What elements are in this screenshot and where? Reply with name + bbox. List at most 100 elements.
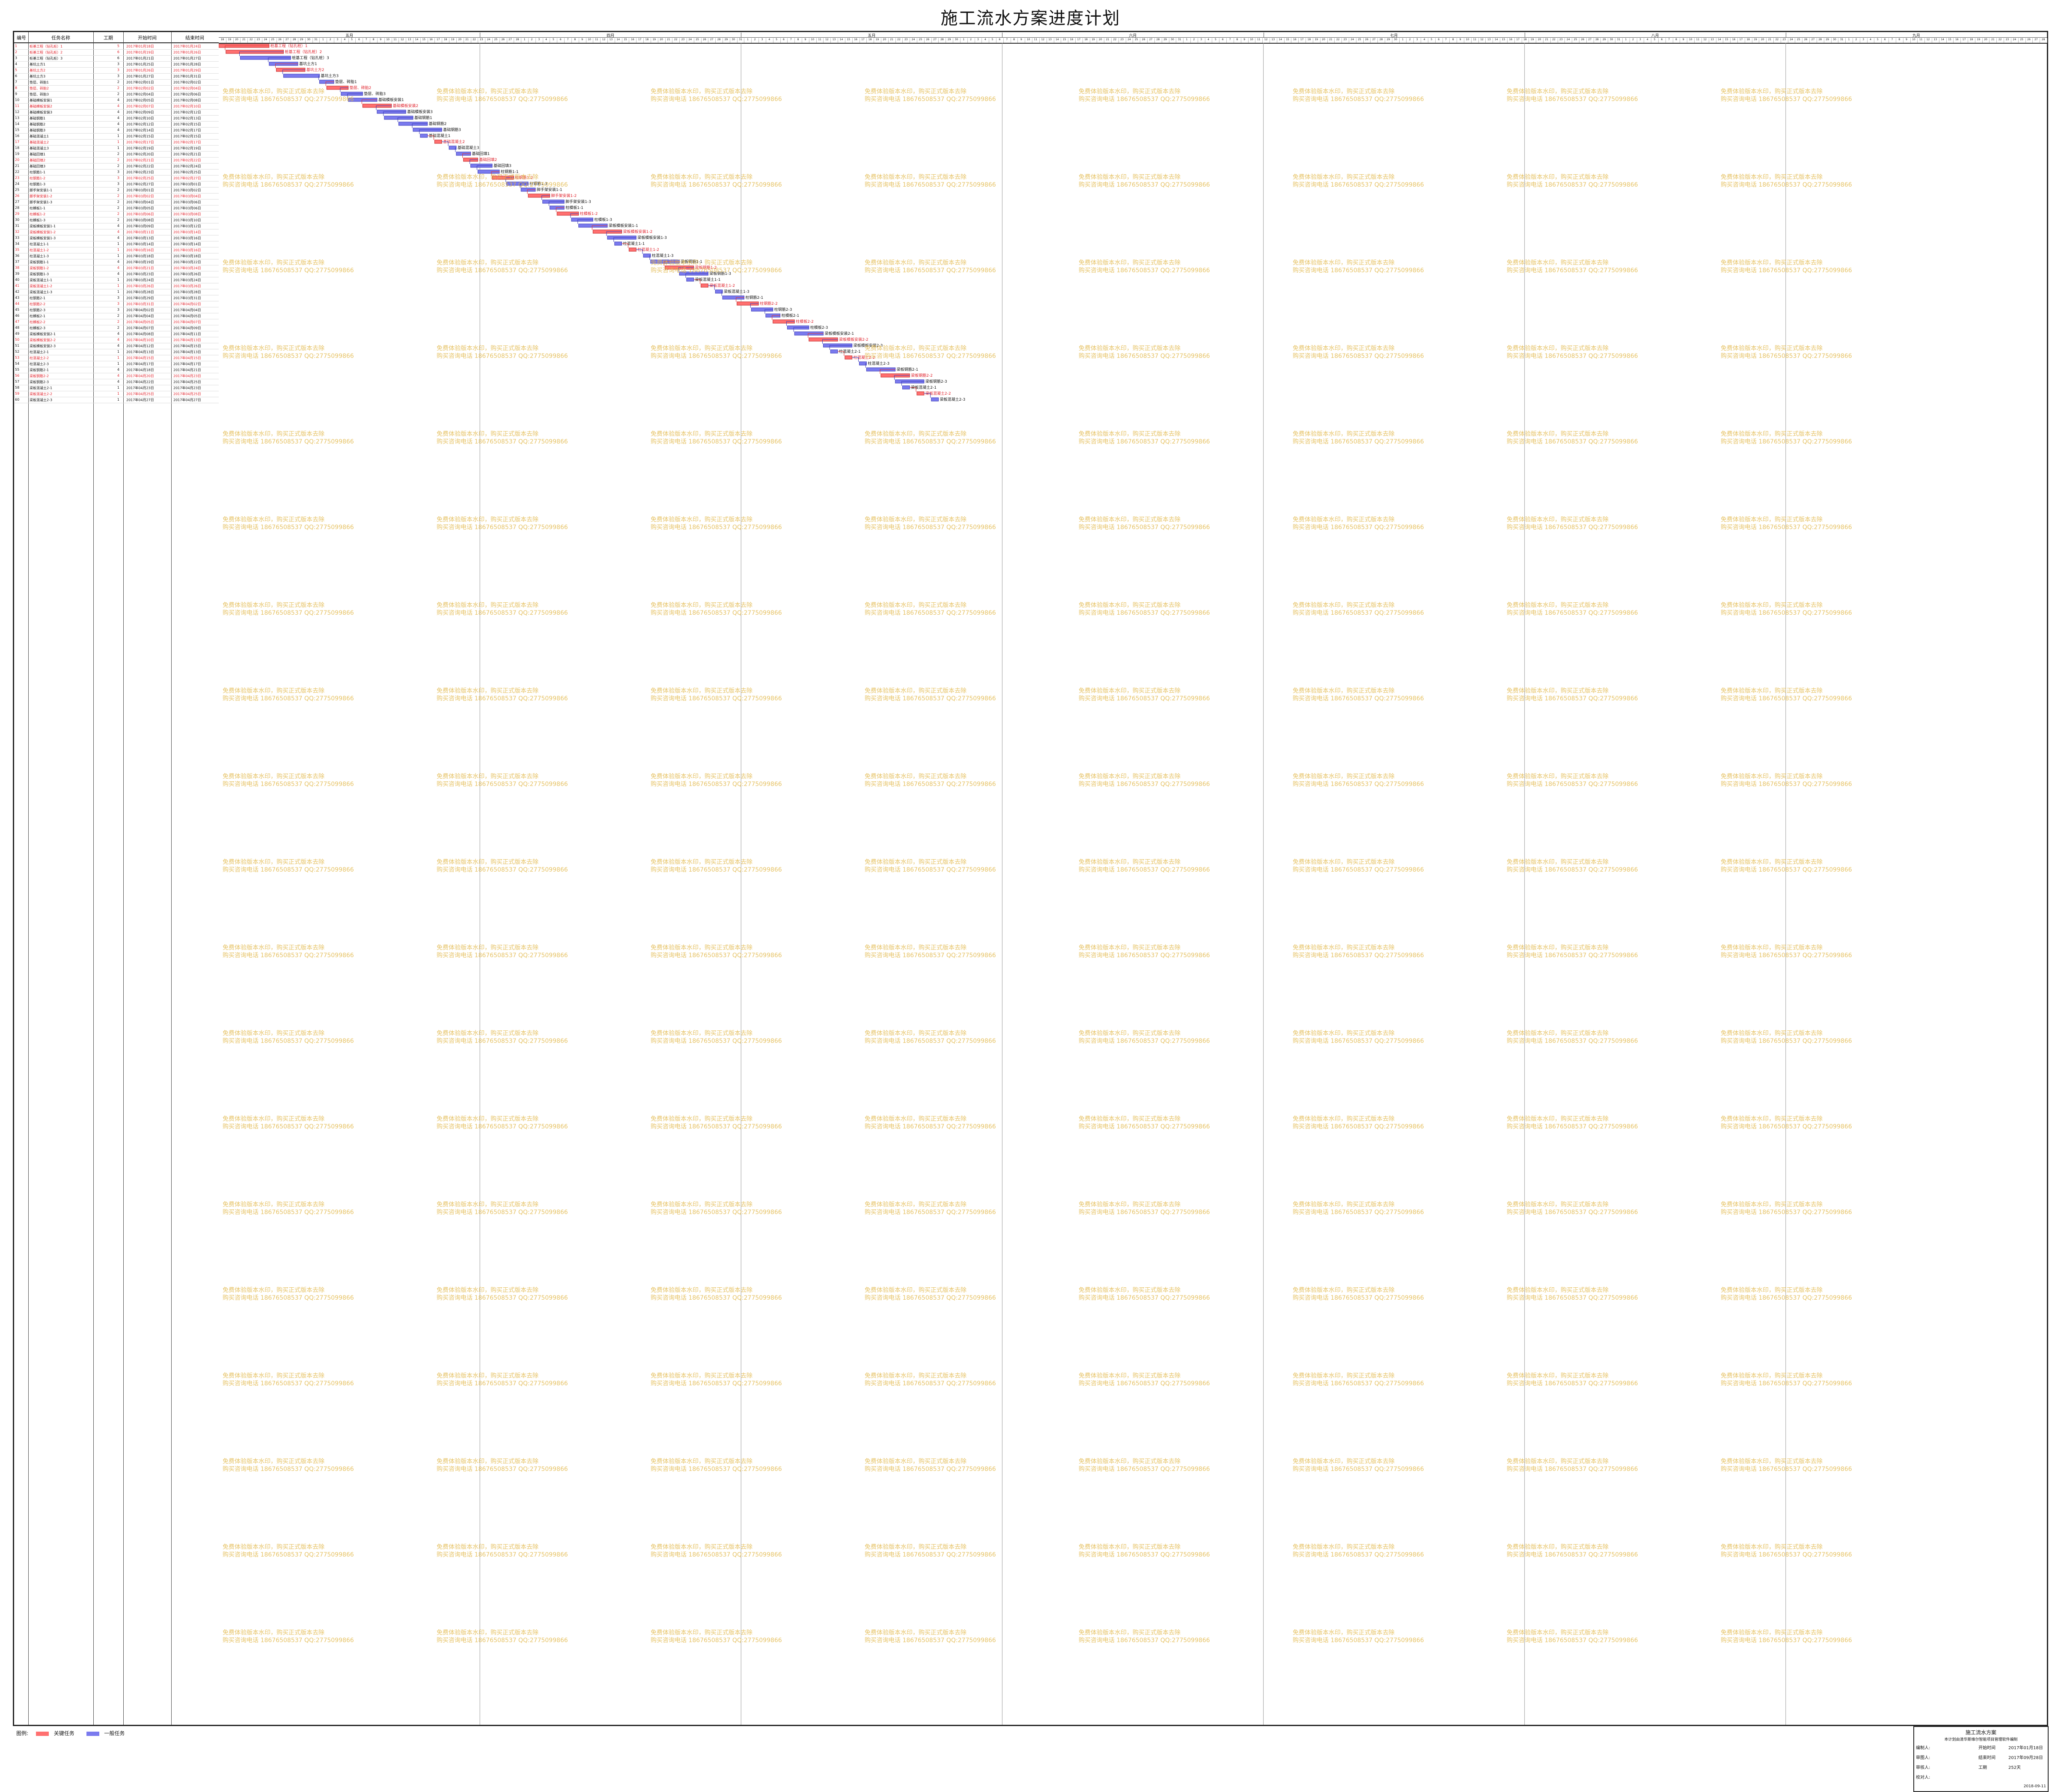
watermark-text: 免费体验版本水印，购买正式版本去除 购买咨询电话 18676508537 QQ:2…	[437, 1287, 568, 1301]
day-label: 18	[1968, 38, 1975, 43]
day-label: 7	[363, 38, 371, 43]
cell-name: 柱模板1-2	[30, 212, 46, 216]
cell-start: 2017年03月19日	[126, 260, 154, 264]
cell-id: 28	[15, 206, 20, 210]
cell-end: 2017年04月25日	[173, 392, 201, 396]
day-label: 8	[1449, 38, 1457, 43]
dependency-link	[570, 213, 579, 218]
watermark-text: 免费体验版本水印，购买正式版本去除 购买咨询电话 18676508537 QQ:2…	[651, 174, 782, 188]
task-bar-label: 脚手架安装1-3	[565, 199, 591, 204]
dependency-link	[772, 315, 780, 320]
day-label: 11	[1471, 38, 1479, 43]
day-label: 20	[1320, 38, 1328, 43]
task-bar-label: 基础模板安装1	[378, 97, 404, 102]
cell-name: 柱混凝土2-1	[30, 350, 49, 354]
cell-end: 2017年03月16日	[173, 236, 201, 240]
cell-name: 梁板钢筋2-2	[30, 374, 49, 378]
watermark-text: 免费体验版本水印，购买正式版本去除 购买咨询电话 18676508537 QQ:2…	[437, 259, 568, 274]
cell-dur: 4	[117, 98, 119, 102]
day-label: 3	[1860, 38, 1868, 43]
day-label: 29	[1385, 38, 1392, 43]
day-label: 17	[1075, 38, 1083, 43]
watermark-text: 免费体验版本水印，购买正式版本去除 购买咨询电话 18676508537 QQ:2…	[437, 1544, 568, 1558]
cell-start: 2017年04月20日	[126, 374, 154, 378]
table-row: 28 柱模板1-1 2 2017年03月05日 2017年03月06日	[14, 205, 219, 211]
cell-start: 2017年02月21日	[126, 158, 154, 162]
day-label: 29	[1600, 38, 1609, 43]
cell-name: 柱钢筋2-1	[30, 296, 46, 300]
cell-name: 基础钢筋3	[30, 128, 46, 132]
day-label: 26	[2025, 38, 2033, 43]
watermark-text: 免费体验版本水印，购买正式版本去除 购买咨询电话 18676508537 QQ:2…	[437, 859, 568, 873]
cell-dur: 4	[117, 380, 119, 384]
task-bar-label: 梁板钢筋2-2	[911, 373, 933, 378]
watermark-text: 免费体验版本水印，购买正式版本去除 购买咨询电话 18676508537 QQ:2…	[1293, 88, 1424, 103]
legend-crit-label: 关键任务	[54, 1730, 74, 1736]
cell-dur: 1	[117, 284, 119, 288]
day-label: 18	[1745, 38, 1752, 43]
day-label: 28	[938, 38, 946, 43]
cell-dur: 3	[117, 62, 119, 66]
day-label: 28	[291, 38, 298, 43]
task-table: 编号 任务名称 工期 开始时间 结束时间 1 桩基工程（钻孔桩）1 5 2017年01…	[14, 32, 219, 1725]
day-label: 19	[1313, 38, 1320, 43]
task-bar	[643, 253, 651, 258]
task-bar-label: 梁板混凝土1-1	[695, 277, 721, 282]
table-row: 57 梁板钢筋2-3 4 2017年04月22日 2017年04月25日	[14, 379, 219, 385]
watermark-text: 免费体验版本水印，购买正式版本去除 购买咨询电话 18676508537 QQ:2…	[1721, 259, 1852, 274]
day-label: 24	[1349, 38, 1356, 43]
watermark-text: 免费体验版本水印，购买正式版本去除 购买咨询电话 18676508537 QQ:2…	[1507, 688, 1638, 702]
cell-end: 2017年04月13日	[173, 338, 201, 342]
table-row: 60 梁板混凝土2-3 1 2017年04月27日 2017年04月27日	[14, 397, 219, 403]
day-label: 8	[1896, 38, 1903, 43]
table-row: 25 脚手架安装1-1 2 2017年03月01日 2017年03月02日	[14, 187, 219, 193]
day-label: 9	[1241, 38, 1249, 43]
table-row: 33 梁板模板安装1-3 4 2017年03月13日 2017年03月16日	[14, 235, 219, 241]
day-label: 14	[1716, 38, 1724, 43]
dependency-link	[685, 273, 708, 278]
table-row: 21 基础回填3 2 2017年02月22日 2017年02月24日	[14, 163, 219, 170]
cell-name: 梁板混凝土2-3	[30, 398, 53, 402]
cell-end: 2017年02月02日	[173, 80, 201, 84]
dependency-link	[829, 345, 852, 350]
watermark-text: 免费体验版本水印，购买正式版本去除 购买咨询电话 18676508537 QQ:2…	[651, 944, 782, 959]
cell-id: 37	[15, 260, 20, 264]
watermark-text: 免费体验版本水印，购买正式版本去除 购买咨询电话 18676508537 QQ:2…	[1079, 88, 1210, 103]
cell-name: 梁板混凝土1-2	[30, 284, 53, 288]
cell-end: 2017年04月11日	[173, 332, 201, 336]
table-row: 19 基础回填1 2 2017年02月20日 2017年02月21日	[14, 151, 219, 158]
info-rows: 编制人: 开始时间 2017年01月18日 审图人: 结束时间 2017年09月28日 审核…	[1914, 1744, 2048, 1783]
day-label: 10	[1687, 38, 1695, 43]
day-label: 18	[219, 38, 226, 43]
watermark-text: 免费体验版本水印，购买正式版本去除 购买咨询电话 18676508537 QQ:2…	[1293, 688, 1424, 702]
cell-dur: 1	[117, 356, 119, 360]
task-bar-label: 梁板模板安装1-1	[609, 223, 638, 228]
cell-end: 2017年02月19日	[173, 146, 201, 150]
day-label: 4	[1867, 38, 1875, 43]
watermark-text: 免费体验版本水印，购买正式版本去除 购买咨询电话 18676508537 QQ:2…	[651, 345, 782, 360]
dependency-link	[852, 357, 859, 362]
cell-id: 14	[15, 122, 20, 126]
cell-start: 2017年02月12日	[126, 122, 154, 126]
day-label: 21	[464, 38, 471, 43]
title-block: 施工流水方案 本计划由清华斯维尔智能项目管理软件编制 编制人: 开始时间 2017年…	[1913, 1726, 2049, 1792]
day-label: 24	[2011, 38, 2019, 43]
watermark-text: 免费体验版本水印，购买正式版本去除 购买咨询电话 18676508537 QQ:2…	[1507, 859, 1638, 873]
day-label: 2	[528, 38, 536, 43]
table-row: 14 基础钢筋2 4 2017年02月12日 2017年02月15日	[14, 121, 219, 128]
watermark-text: 免费体验版本水印，购买正式版本去除 购买咨询电话 18676508537 QQ:2…	[1721, 1629, 1852, 1644]
cell-id: 20	[15, 158, 20, 162]
cell-dur: 4	[117, 122, 119, 126]
legend-crit-swatch	[36, 1731, 49, 1736]
cell-name: 柱混凝土2-3	[30, 362, 49, 366]
cell-start: 2017年03月26日	[126, 284, 154, 288]
dependency-link	[340, 87, 348, 92]
day-label: 24	[1126, 38, 1133, 43]
day-label: 16	[852, 38, 860, 43]
cell-name: 柱模板2-2	[30, 320, 46, 324]
day-label: 7	[1226, 38, 1234, 43]
table-row: 12 基础模板安装3 4 2017年02月09日 2017年02月12日	[14, 109, 219, 116]
day-label: 1	[960, 38, 968, 43]
cell-name: 梁板混凝土2-2	[30, 392, 53, 396]
day-label: 1	[1845, 38, 1853, 43]
